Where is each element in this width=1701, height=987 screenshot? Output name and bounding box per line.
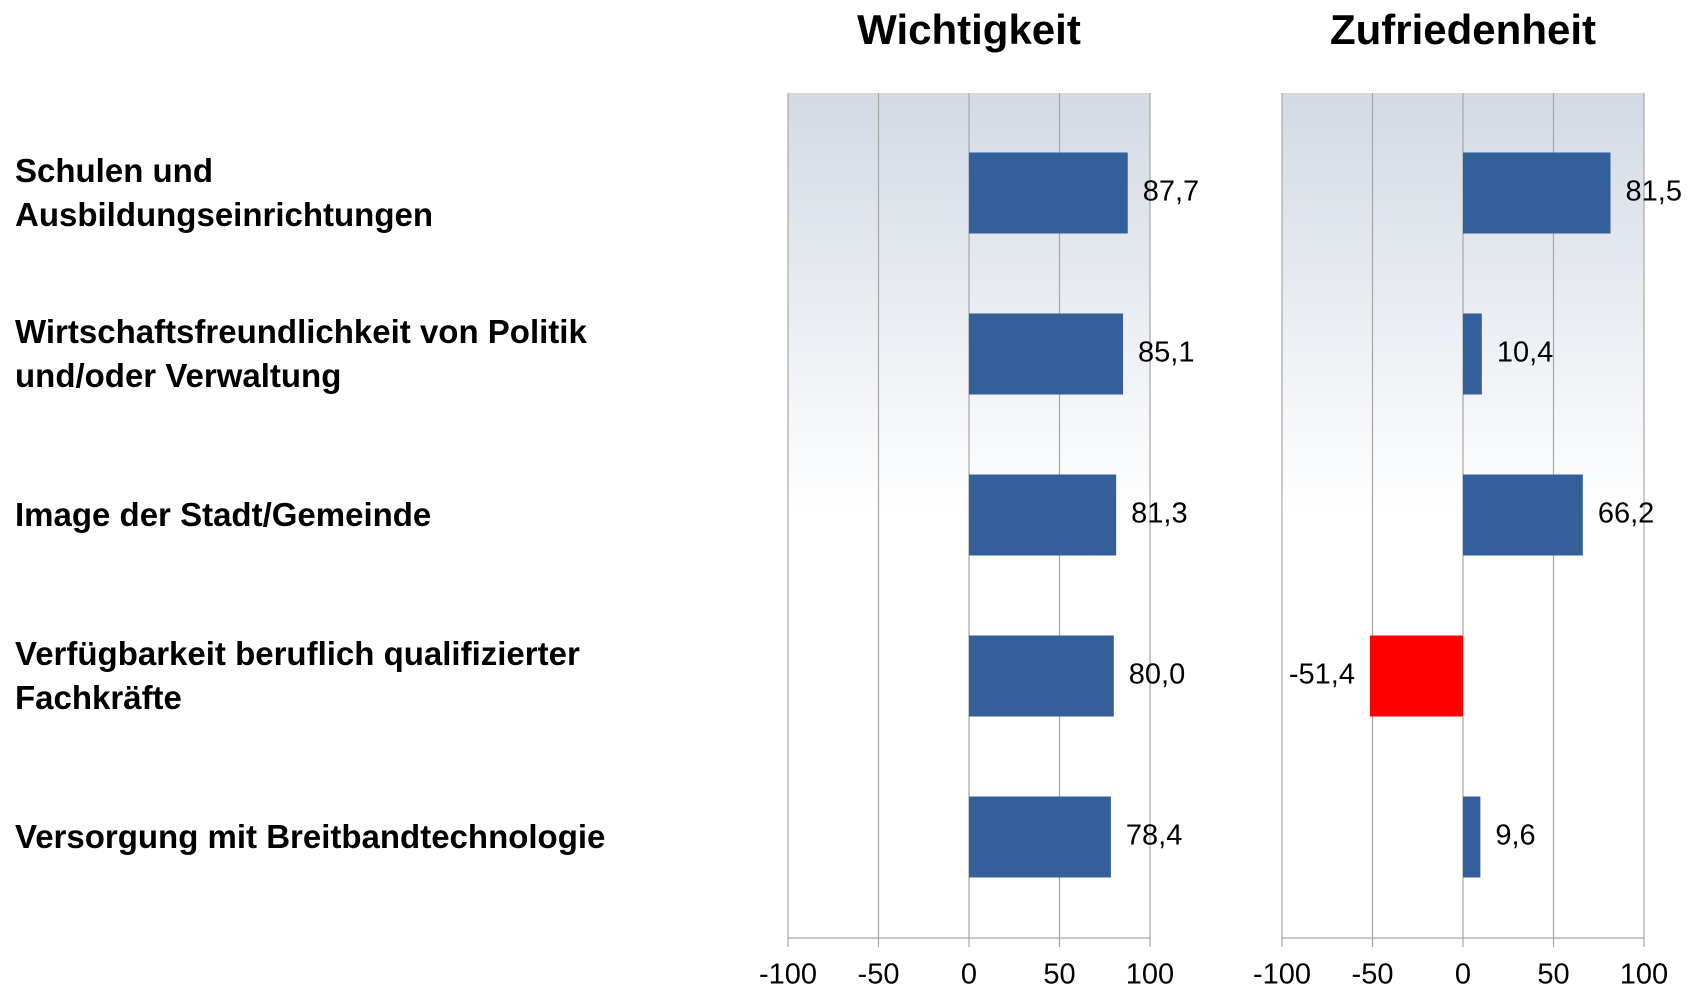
x-tick-label: -50 [858, 959, 900, 987]
value-label: 87,7 [1143, 176, 1199, 208]
bar [1463, 313, 1482, 395]
category-label: Schulen und Ausbildungseinrichtungen [15, 152, 433, 233]
value-label: 78,4 [1126, 820, 1182, 852]
bar [1369, 635, 1463, 717]
x-tick-label: -100 [759, 959, 817, 987]
x-tick-label: 100 [1620, 959, 1668, 987]
x-tick-label: 50 [1537, 959, 1569, 987]
category-label: Wirtschaftsfreundlichkeit von Politik un… [15, 313, 587, 394]
value-label: -51,4 [1289, 659, 1355, 691]
chart-title: Wichtigkeit [857, 6, 1081, 53]
value-label: 81,5 [1626, 176, 1682, 208]
bar [969, 313, 1124, 395]
bar [969, 635, 1114, 717]
value-label: 9,6 [1495, 820, 1535, 852]
x-tick-label: -100 [1253, 959, 1311, 987]
x-tick-label: 0 [1455, 959, 1471, 987]
x-tick-label: 100 [1126, 959, 1174, 987]
value-label: 66,2 [1598, 498, 1654, 530]
x-tick-label: -50 [1352, 959, 1394, 987]
category-label: Verfügbarkeit beruflich qualifizierter F… [15, 635, 580, 716]
bar [969, 796, 1111, 878]
bar [969, 474, 1117, 556]
value-label: 10,4 [1497, 337, 1553, 369]
bar [1463, 474, 1583, 556]
x-tick-label: 0 [961, 959, 977, 987]
bar [1463, 152, 1611, 234]
value-label: 85,1 [1138, 337, 1194, 369]
value-label: 81,3 [1131, 498, 1187, 530]
bar [1463, 796, 1481, 878]
chart-title: Zufriedenheit [1330, 6, 1596, 53]
bar [969, 152, 1128, 234]
x-tick-label: 50 [1043, 959, 1075, 987]
value-label: 80,0 [1129, 659, 1185, 691]
category-label: Image der Stadt/Gemeinde [15, 496, 432, 533]
category-label: Versorgung mit Breitbandtechnologie [15, 818, 606, 855]
